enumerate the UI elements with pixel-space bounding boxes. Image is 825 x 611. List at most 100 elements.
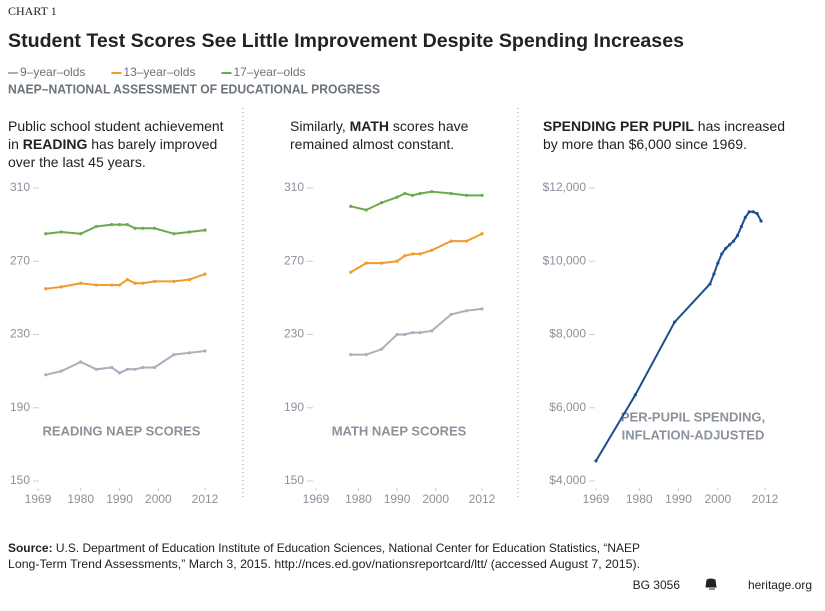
description-part: by more than $6,000 since 1969.: [543, 136, 747, 152]
data-point: [364, 261, 368, 265]
data-point: [410, 193, 415, 197]
data-point: [759, 219, 763, 223]
data-point: [594, 459, 598, 463]
data-point: [79, 360, 83, 364]
x-tick-label: 1980: [626, 492, 653, 506]
data-point: [125, 367, 129, 371]
panel-label: MATH NAEP SCORES: [332, 423, 467, 438]
data-point: [94, 224, 98, 229]
description: over the last 45 years.: [8, 154, 146, 170]
data-point: [364, 208, 368, 212]
series-line: [350, 190, 482, 212]
data-point: [739, 224, 744, 229]
x-tick-label: 1990: [106, 492, 133, 506]
data-point: [187, 351, 192, 355]
x-tick-label: 2012: [752, 492, 779, 506]
data-point: [751, 210, 755, 214]
chart-label: CHART 1: [8, 4, 57, 18]
legend-label: 9–year–olds: [20, 65, 85, 79]
data-point: [172, 353, 176, 357]
description-part: scores have: [389, 118, 469, 134]
data-point: [755, 212, 759, 216]
data-point: [410, 331, 415, 335]
series-line: [350, 307, 483, 356]
y-tick-label: $4,000: [549, 473, 586, 487]
data-point: [117, 223, 122, 227]
y-tick-label: 310: [10, 180, 30, 194]
series-line: [45, 349, 206, 376]
y-tick-label: 310: [284, 180, 304, 194]
description-part: SPENDING PER PUPIL: [543, 118, 694, 134]
data-point: [152, 365, 157, 370]
description: in READING has barely improved: [8, 136, 217, 152]
description-part: has barely improved: [87, 136, 217, 152]
y-tick-label: $10,000: [543, 253, 587, 267]
data-point: [430, 248, 434, 252]
data-point: [133, 226, 137, 230]
legend-label: 13–year–olds: [123, 65, 195, 79]
description-part: over the last 45 years.: [8, 154, 146, 170]
annotation: PER-PUPIL SPENDING,: [621, 409, 765, 424]
data-point: [79, 281, 83, 285]
data-point: [141, 281, 145, 285]
x-tick-label: 2000: [145, 492, 172, 506]
y-tick-label: 270: [284, 253, 304, 267]
x-tick-label: 1969: [583, 492, 610, 506]
data-point: [708, 282, 712, 286]
data-point: [59, 369, 63, 373]
source: Source: U.S. Department of Education Ins…: [8, 541, 640, 555]
description: SPENDING PER PUPIL has increased: [543, 118, 785, 134]
y-tick-label: 190: [10, 400, 30, 414]
x-tick-label: 1990: [384, 492, 411, 506]
data-point: [724, 246, 728, 251]
data-point: [44, 287, 48, 291]
data-point: [44, 232, 48, 236]
data-point: [403, 254, 407, 258]
x-tick-label: 1969: [25, 492, 52, 506]
description: remained almost constant.: [290, 136, 454, 152]
data-point: [395, 195, 399, 199]
data-point: [449, 239, 453, 243]
bell-icon: [705, 578, 717, 590]
data-point: [110, 365, 114, 370]
x-tick-label: 1980: [345, 492, 372, 506]
data-point: [141, 226, 145, 230]
description-part: READING: [23, 136, 88, 152]
data-point: [464, 309, 469, 313]
data-point: [349, 353, 353, 357]
description-part: MATH: [350, 118, 389, 134]
data-point: [203, 349, 207, 353]
data-point: [59, 285, 63, 289]
data-point: [480, 232, 484, 236]
data-point: [633, 393, 637, 397]
data-point: [747, 210, 751, 214]
data-point: [403, 332, 407, 337]
data-point: [125, 223, 129, 227]
legend: 9–year–olds 13–year–olds 17–year–olds: [8, 65, 306, 79]
chart-title: Student Test Scores See Little Improveme…: [8, 31, 684, 52]
legend-label: 17–year–olds: [233, 65, 305, 79]
data-point: [395, 259, 399, 263]
data-point: [418, 252, 422, 256]
x-tick-label: 1980: [67, 492, 94, 506]
data-point: [480, 307, 484, 311]
data-point: [349, 204, 353, 208]
description-part: remained almost constant.: [290, 136, 454, 152]
x-tick-label: 2000: [422, 492, 449, 506]
annotation: INFLATION-ADJUSTED: [622, 427, 765, 442]
data-point: [430, 329, 434, 333]
source-text: U.S. Department of Education Institute o…: [56, 541, 640, 555]
data-point: [480, 193, 484, 197]
data-point: [110, 223, 114, 227]
description-part: Public school student achievement: [8, 118, 224, 134]
description: Public school student achievement: [8, 118, 224, 134]
subtitle: NAEP–NATIONAL ASSESSMENT OF EDUCATIONAL …: [8, 82, 380, 96]
data-point: [349, 270, 353, 274]
data-point: [418, 191, 422, 196]
data-point: [735, 234, 740, 238]
data-point: [79, 232, 83, 236]
data-point: [44, 373, 48, 377]
y-tick-label: 150: [10, 473, 30, 487]
data-point: [464, 193, 469, 197]
x-tick-label: 2000: [704, 492, 731, 506]
